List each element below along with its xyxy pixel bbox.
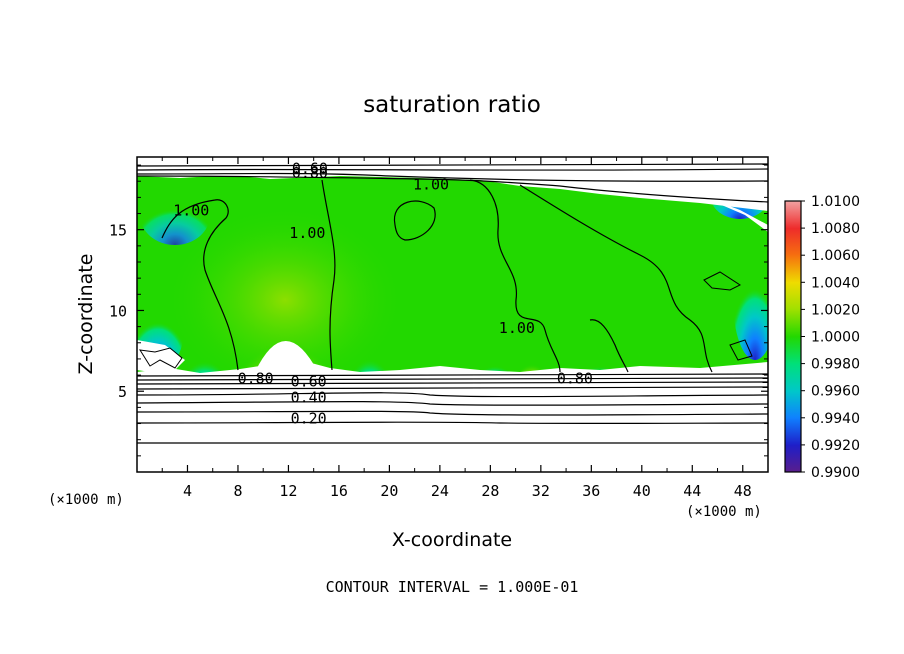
x-unit-left: (×1000 m)	[48, 492, 124, 508]
colorbar-label: 0.9920	[811, 438, 860, 454]
contour-lines	[137, 163, 768, 445]
colorbar: 1.0100 1.0080 1.0060 1.0040 1.0020 1.0000 0.99…	[784, 194, 860, 481]
contour-label: 1.00	[413, 175, 449, 193]
contour-label: 0.80	[292, 164, 328, 182]
contour-label: 1.00	[173, 201, 209, 219]
contour-label: 1.00	[289, 224, 325, 242]
x-tick-label: 36	[582, 482, 600, 500]
colorbar-segment	[785, 309, 801, 337]
contour-label: 0.60	[291, 373, 327, 391]
colorbar-label: 0.9900	[811, 465, 860, 481]
colorbar-label: 1.0020	[811, 302, 860, 318]
colorbar-segment	[785, 282, 801, 310]
y-tick-label: 15	[109, 222, 127, 240]
colorbar-label: 1.0080	[811, 221, 860, 237]
contour-interval-note: CONTOUR INTERVAL = 1.000E-01	[326, 578, 579, 596]
colorbar-segment	[785, 417, 801, 446]
contour-label: 0.80	[557, 369, 593, 387]
y-tick-label: 10	[109, 302, 127, 320]
x-tick-label: 12	[279, 482, 297, 500]
x-tick-label: 28	[481, 482, 499, 500]
contour-label: 0.60	[292, 159, 328, 177]
y-axis-label: Z-coordinate	[75, 254, 97, 375]
contour-label: 0.80	[238, 369, 274, 387]
x-tick-label: 32	[532, 482, 550, 500]
colorbar-segment	[785, 444, 801, 473]
contour-label: 0.20	[291, 410, 327, 428]
colorbar-label: 1.0000	[811, 330, 860, 346]
colorbar-label: 1.0040	[811, 275, 860, 291]
colorbar-segment	[785, 336, 801, 365]
x-tick-label: 48	[734, 482, 752, 500]
x-unit-right: (×1000 m)	[686, 504, 762, 520]
chart-title: saturation ratio	[363, 92, 541, 118]
x-tick-label: 8	[233, 482, 242, 500]
contour-label: 0.40	[291, 389, 327, 407]
x-tick-label: 4	[183, 482, 192, 500]
colorbar-label: 0.9940	[811, 411, 860, 427]
plot-frame	[136, 156, 769, 473]
y-axis: 5 10 15	[109, 164, 768, 457]
colorbar-label: 0.9980	[811, 357, 860, 373]
x-axis: 4 8 12 16 20 24 28 32 36 40 44 48	[161, 157, 752, 500]
colorbar-label: 1.0100	[811, 194, 860, 210]
x-tick-label: 44	[683, 482, 701, 500]
colorbar-segment	[785, 228, 801, 256]
contour-labels: 0.600.801.001.001.001.000.80 0.60 0.800.40…	[173, 159, 593, 427]
contour-label: 1.00	[499, 319, 535, 337]
colorbar-label: 1.0060	[811, 248, 860, 264]
heatmap-field	[137, 157, 768, 472]
colorbar-segment	[785, 201, 801, 229]
y-tick-label: 5	[118, 383, 127, 401]
x-axis-label: X-coordinate	[392, 529, 512, 551]
x-tick-label: 24	[431, 482, 449, 500]
colorbar-label: 0.9960	[811, 384, 860, 400]
colorbar-segment	[785, 255, 801, 283]
x-tick-label: 20	[380, 482, 398, 500]
x-tick-label: 40	[633, 482, 651, 500]
colorbar-segment	[785, 390, 801, 419]
x-tick-label: 16	[330, 482, 348, 500]
colorbar-segment	[785, 363, 801, 392]
